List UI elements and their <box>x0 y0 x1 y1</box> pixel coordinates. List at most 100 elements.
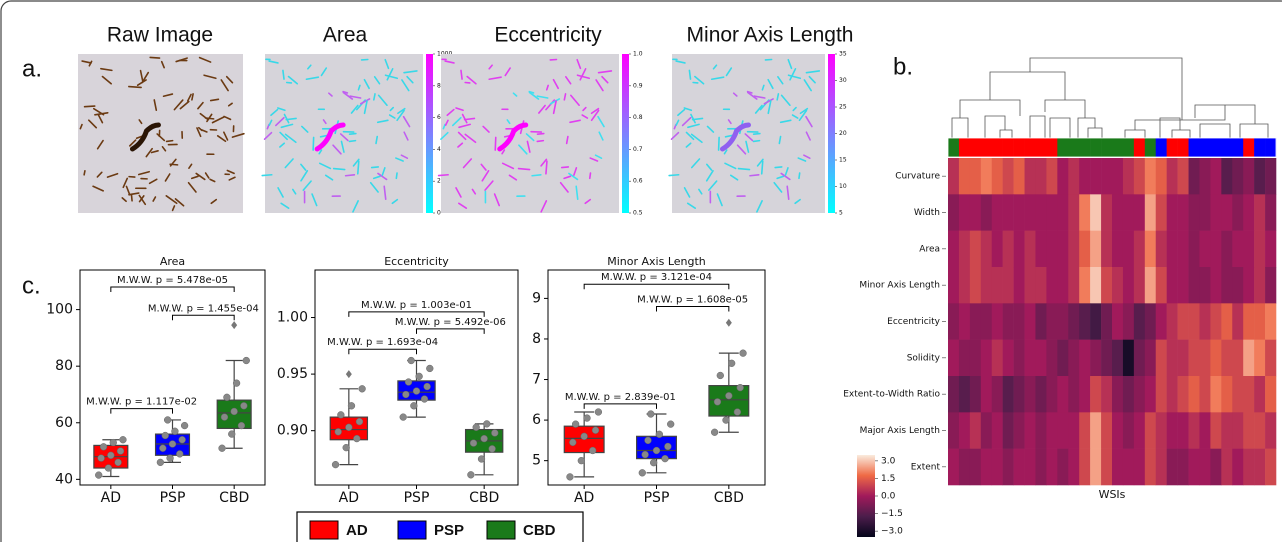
heatmap-cell <box>1090 158 1102 195</box>
data-point <box>641 450 649 459</box>
heatmap-cell <box>1221 158 1233 195</box>
heatmap-cell <box>1177 267 1189 304</box>
group-strip <box>1210 138 1222 157</box>
stain <box>589 157 599 162</box>
heatmap-cell <box>1068 267 1080 304</box>
heatmap-cell <box>1254 267 1266 304</box>
heatmap-cell <box>1079 158 1091 195</box>
stain <box>370 166 380 169</box>
heatmap-cell <box>991 194 1003 231</box>
heatmap-cell <box>1199 412 1211 449</box>
stain <box>570 94 580 107</box>
stain <box>780 172 791 181</box>
stain <box>488 76 502 81</box>
stain <box>169 158 177 167</box>
colorbar-tick-label: 15 <box>839 157 847 164</box>
heatmap-cell <box>1155 230 1167 268</box>
heatmap-cell <box>1101 194 1113 231</box>
heatmap-cell <box>1144 376 1157 413</box>
heatmap-cell <box>1035 194 1047 231</box>
heatmap-cell <box>1024 230 1036 268</box>
stain <box>776 93 780 101</box>
stain <box>277 107 286 112</box>
stain <box>187 181 197 193</box>
group-strip <box>1046 138 1058 157</box>
image-bg <box>672 54 825 213</box>
heatmap-cell <box>1068 412 1080 449</box>
stain <box>402 115 411 128</box>
stain <box>681 116 692 127</box>
heatmap-cell <box>1024 303 1036 340</box>
stain <box>305 76 320 81</box>
colorbar-tick-label: 0.7 <box>633 146 643 153</box>
stain <box>706 125 715 133</box>
stain <box>106 172 119 178</box>
heatmap-cell <box>1232 158 1244 195</box>
stain <box>342 90 349 94</box>
panel-label: a. <box>22 55 42 82</box>
stain <box>481 170 490 182</box>
annotation: M.W.W. p = 1.455e-04 <box>148 303 259 314</box>
heatmap-cell <box>1265 376 1277 413</box>
heatmap-cell <box>1133 194 1146 231</box>
heatmap-cell <box>1122 158 1135 195</box>
y-tick-label: 7 <box>532 372 541 388</box>
stain <box>396 109 405 122</box>
stain <box>573 167 578 176</box>
significance-bracket <box>348 348 417 355</box>
stain <box>149 56 161 59</box>
stain <box>791 114 799 119</box>
annotation: M.W.W. p = 1.693e-04 <box>327 337 438 348</box>
colorbar <box>828 54 835 213</box>
row-label: Curvature <box>895 172 940 182</box>
data-point <box>594 408 603 416</box>
data-point <box>99 443 108 451</box>
stain <box>300 163 307 171</box>
group-strip <box>1122 138 1135 157</box>
group-strip <box>1133 138 1146 157</box>
stain <box>588 172 592 180</box>
legend-box <box>296 511 584 542</box>
data-point <box>423 382 431 391</box>
stain <box>156 133 166 142</box>
stain <box>784 167 789 176</box>
stain <box>388 114 396 119</box>
heatmap-cell <box>1057 412 1069 449</box>
stain <box>284 133 297 144</box>
colorbar-tick-label: 3.0 <box>881 456 896 466</box>
stain <box>203 74 217 80</box>
data-point <box>178 436 186 444</box>
stain <box>698 188 703 195</box>
data-point <box>716 371 724 380</box>
heatmap-cell <box>1177 194 1189 231</box>
y-tick-label: 8 <box>532 331 541 347</box>
heatmap-cell <box>1188 303 1200 340</box>
significance-bracket <box>656 306 730 312</box>
row-label: Solidity <box>907 353 941 363</box>
heatmap-cell <box>1265 339 1277 377</box>
heatmap-cell <box>1177 158 1189 195</box>
stain <box>384 74 399 80</box>
heatmap-cell <box>1046 376 1058 413</box>
heatmap-cell <box>1155 267 1167 304</box>
y-tick-label: 6 <box>532 412 541 428</box>
heatmap-cell <box>969 339 982 377</box>
data-point <box>95 471 103 479</box>
panel-label: b. <box>893 53 913 80</box>
heatmap-cell <box>1013 194 1025 231</box>
stain <box>501 149 506 155</box>
y-tick-label: 100 <box>46 302 73 318</box>
data-point <box>345 423 353 431</box>
data-point <box>232 379 241 387</box>
stain <box>777 75 784 85</box>
heatmap-cell <box>1166 448 1178 486</box>
heatmap-cell <box>991 303 1003 340</box>
data-point <box>240 402 248 410</box>
heatmap-cell <box>1046 303 1058 340</box>
stain <box>318 162 332 170</box>
heatmap-cell <box>1122 267 1135 304</box>
stain <box>451 116 462 127</box>
stain <box>165 195 178 205</box>
group-strip <box>1155 138 1167 157</box>
stain <box>568 172 579 181</box>
